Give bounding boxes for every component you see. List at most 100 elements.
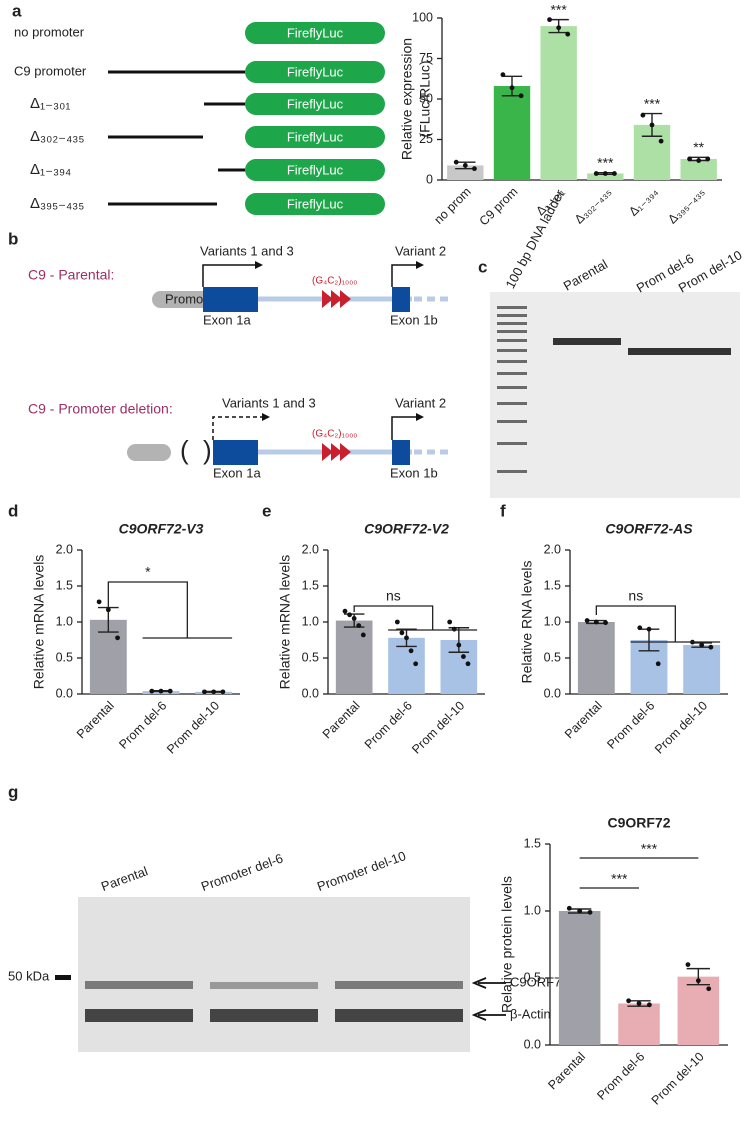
y-tick-label: 0.0: [544, 686, 561, 700]
exon-1b: [392, 440, 410, 465]
gel-band: [553, 338, 621, 345]
arrowhead: [255, 261, 263, 269]
data-point: [472, 166, 477, 172]
bar: [577, 622, 615, 694]
x-tick-label: Prom del-6: [116, 699, 169, 752]
blot-band: [335, 981, 463, 989]
data-point: [640, 112, 646, 118]
y-axis-label: Relative mRNA levels: [277, 555, 293, 690]
panel-letter: a: [12, 1, 22, 20]
band-arrow: [471, 1009, 506, 1021]
bar: [683, 645, 721, 694]
exon-label: Exon 1b: [390, 465, 438, 480]
repeat-label: (G₄C₂)₁₀₀₀: [312, 276, 357, 287]
y-tick-label: 1.0: [56, 614, 73, 628]
schematic-parental: C9 - Parental: Promoter (G₄C₂)₁₀₀₀ Varia…: [28, 243, 448, 327]
data-point: [462, 163, 468, 168]
gel-band: [657, 348, 731, 355]
promoter-remnant: [127, 444, 171, 461]
data-point: [211, 689, 217, 695]
data-point: [404, 635, 409, 641]
luciferase-label: FireflyLuc: [287, 96, 344, 111]
y-tick-label: 50: [419, 91, 433, 105]
luciferase-box: [245, 61, 385, 83]
significance: ***: [611, 871, 628, 887]
data-point: [556, 25, 562, 31]
panel-letter: d: [8, 501, 18, 520]
bracket: [595, 605, 721, 643]
significance: ***: [641, 841, 658, 857]
x-tick-label: Δ₃₀₂₋₄₃₅: [572, 185, 614, 227]
construct-label: Δ₁₋₃₉₄: [30, 161, 71, 178]
y-axis-label: (FLuc/RLuc): [417, 60, 433, 137]
construct-label: C9 promoter: [14, 63, 87, 78]
significance: **: [693, 139, 704, 155]
exon-1b: [392, 287, 410, 312]
y-tick-label: 0.5: [524, 970, 541, 984]
x-tick-label: Parental: [562, 699, 605, 742]
significance: ns: [386, 588, 401, 604]
data-point: [658, 138, 664, 144]
data-point: [577, 908, 583, 914]
chart-title: C9ORF72-AS: [605, 521, 693, 537]
repeat: [322, 443, 351, 461]
blot-band: [335, 1009, 463, 1022]
bar: [493, 86, 531, 180]
data-point: [646, 626, 652, 632]
deletion-mark: ): [203, 435, 212, 465]
lane-label: Promoter del-10: [315, 848, 408, 894]
bar: [677, 976, 720, 1045]
y-axis-label: Relative mRNA levels: [31, 555, 47, 690]
data-point: [612, 171, 617, 176]
data-point: [347, 612, 352, 618]
panel-letter: e: [262, 501, 271, 520]
panel-letter: f: [500, 501, 506, 520]
exon-label: Exon 1a: [203, 312, 251, 327]
exon-label: Exon 1b: [390, 312, 438, 327]
data-point: [96, 599, 102, 605]
bar: [335, 620, 373, 694]
data-point: [708, 644, 714, 650]
blot-image: [78, 897, 470, 1052]
blot-band: [85, 1009, 193, 1022]
luciferase-label: FireflyLuc: [287, 129, 344, 144]
error-bar: [448, 627, 470, 653]
data-point: [509, 85, 515, 91]
data-point: [687, 156, 692, 162]
y-tick-label: 0: [426, 172, 433, 186]
luciferase-label: FireflyLuc: [287, 64, 344, 79]
band-label: β-Actin: [510, 1006, 551, 1021]
tss-arrow: [212, 416, 262, 440]
arrowhead: [416, 413, 424, 421]
bar: [540, 26, 577, 180]
data-point: [399, 630, 405, 636]
data-point: [167, 688, 173, 694]
exon-1a: [203, 287, 258, 312]
bracket: [107, 581, 233, 639]
construct-label: Δ₃₉₅₋₄₃₅: [30, 195, 84, 212]
y-tick-label: 1.5: [524, 836, 541, 850]
data-point: [685, 962, 691, 967]
exon-label: Exon 1a: [213, 465, 261, 480]
data-point: [587, 909, 593, 915]
luciferase-box: [245, 22, 385, 44]
significance: ns: [628, 588, 643, 604]
y-tick-label: 100: [412, 10, 433, 24]
data-point: [351, 616, 357, 621]
x-tick-label: Prom del-10: [409, 699, 467, 757]
bar: [388, 637, 425, 694]
tss-arrow: [202, 264, 255, 287]
tss-label: Variant 2: [395, 395, 446, 410]
data-point: [705, 156, 711, 162]
y-tick-label: 2.0: [302, 542, 319, 556]
data-point: [655, 661, 661, 667]
data-point: [408, 648, 414, 654]
data-point: [695, 978, 701, 984]
y-tick-label: 1.0: [544, 614, 561, 628]
significance: ***: [644, 95, 661, 111]
data-point: [566, 905, 572, 911]
luciferase-box: [245, 159, 385, 181]
data-point: [547, 17, 552, 23]
data-point: [202, 689, 207, 695]
data-point: [584, 618, 590, 623]
